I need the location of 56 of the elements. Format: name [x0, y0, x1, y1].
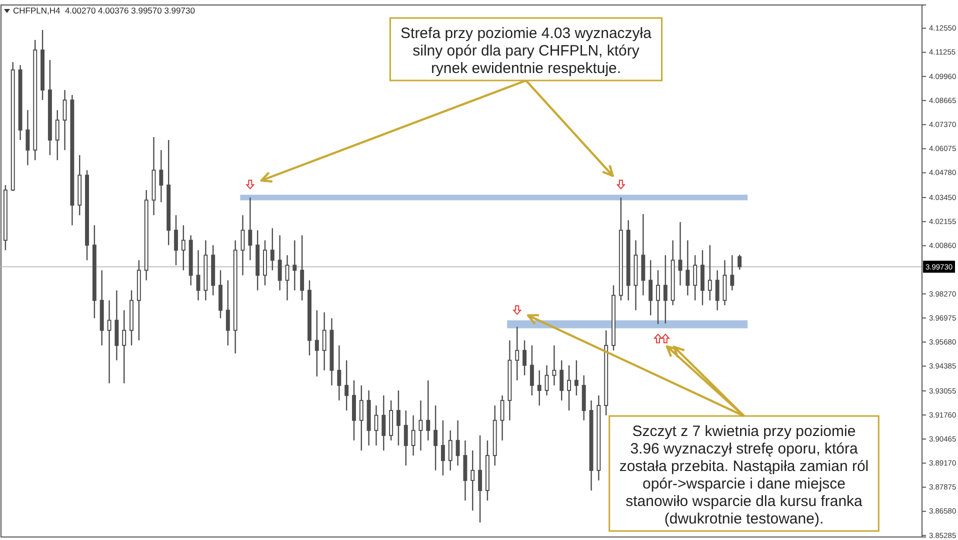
candlestick	[174, 214, 178, 266]
candlestick	[62, 89, 67, 151]
candlestick	[374, 404, 378, 446]
candlestick	[314, 310, 319, 378]
candlestick	[530, 344, 534, 396]
candlestick	[411, 414, 416, 456]
candlestick	[292, 240, 297, 291]
candlestick	[560, 360, 564, 402]
chart-title: CHFPLN,H4 4.00270 4.00376 3.99570 3.99730	[13, 6, 196, 16]
candlestick	[715, 270, 720, 311]
candlestick	[382, 394, 386, 452]
candlestick	[552, 344, 556, 386]
candlestick	[418, 400, 423, 452]
candlestick	[300, 234, 304, 301]
candlestick	[693, 254, 698, 301]
annotation: Strefa przy poziomie 4.03 wyznaczyła silny opór dla pary CHFPLN, który rynek ewidentnie respektuje.	[400, 25, 652, 77]
candlestick	[574, 360, 578, 396]
candlestick	[278, 234, 282, 291]
candlestick	[285, 254, 290, 301]
candlestick	[181, 224, 186, 271]
candlestick	[656, 270, 660, 325]
candlestick	[544, 364, 549, 396]
candlestick	[456, 420, 460, 466]
candlestick	[344, 360, 349, 412]
candlestick	[663, 254, 668, 324]
candlestick	[434, 404, 438, 472]
candlestick	[322, 312, 326, 371]
candlestick	[359, 384, 364, 452]
candlestick	[337, 344, 342, 402]
candlestick	[248, 196, 252, 261]
candlestick	[159, 149, 164, 203]
candlestick	[500, 394, 504, 442]
candlestick	[122, 310, 126, 384]
candlestick	[107, 300, 112, 384]
candlestick	[648, 260, 653, 316]
candlestick	[26, 110, 30, 166]
candlestick	[470, 450, 475, 512]
candlestick	[448, 430, 452, 472]
candlestick	[478, 434, 482, 524]
candlestick	[426, 380, 430, 442]
candlestick	[567, 364, 572, 412]
candlestick	[226, 280, 230, 346]
candlestick	[708, 244, 712, 301]
candlestick	[396, 390, 400, 446]
candlestick	[686, 240, 690, 296]
candlestick	[440, 420, 445, 476]
annotation: Szczyt z 7 kwietnia przy poziomie 3.96 wyznaczył strefę oporu, która została przebita. Nastąpiła zamian ról opór->wsparcie i dane miejsce stanowiło wsparcie dla kursu franka (dwukrotnie testowane).	[619, 423, 869, 528]
candlestick	[55, 110, 60, 161]
candlestick	[515, 326, 520, 381]
candlestick	[537, 370, 542, 406]
candlestick	[738, 254, 742, 270]
candlestick	[678, 221, 682, 286]
candlestick	[730, 254, 734, 291]
candlestick	[270, 228, 274, 271]
candlestick	[522, 340, 527, 376]
candlestick	[404, 410, 408, 466]
